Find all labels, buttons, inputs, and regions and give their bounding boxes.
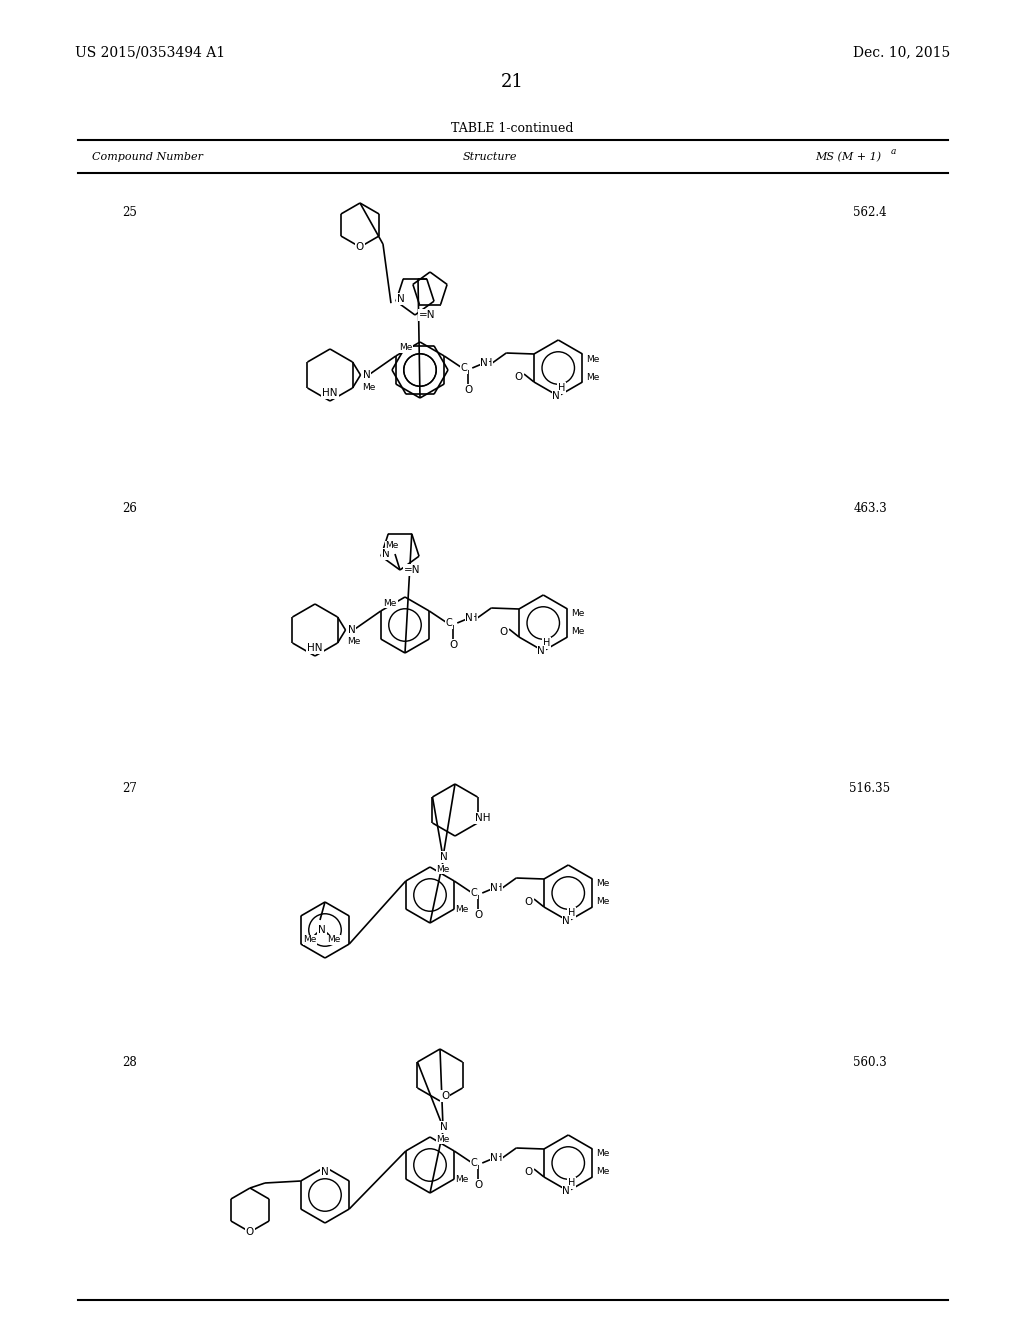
Text: 463.3: 463.3: [853, 502, 887, 515]
Text: Me: Me: [596, 1150, 609, 1159]
Text: HN: HN: [307, 643, 323, 653]
Text: MS (M + 1): MS (M + 1): [815, 152, 881, 162]
Text: O: O: [525, 898, 534, 907]
Text: O: O: [500, 627, 508, 638]
Text: N: N: [440, 1122, 447, 1133]
Text: N: N: [318, 925, 326, 935]
Text: NH: NH: [475, 813, 490, 822]
Text: H: H: [567, 1177, 574, 1188]
Text: O: O: [474, 1180, 482, 1191]
Text: Compound Number: Compound Number: [92, 152, 204, 162]
Text: 516.35: 516.35: [850, 781, 891, 795]
Text: O: O: [441, 1092, 450, 1101]
Text: N: N: [397, 294, 404, 304]
Text: H: H: [484, 358, 492, 368]
Text: C: C: [445, 618, 453, 628]
Text: Dec. 10, 2015: Dec. 10, 2015: [853, 45, 950, 59]
Text: O: O: [356, 242, 365, 252]
Text: O: O: [246, 1228, 254, 1237]
Text: C: C: [471, 888, 477, 898]
Text: Me: Me: [328, 936, 341, 945]
Text: O: O: [450, 640, 458, 649]
Text: N: N: [490, 883, 498, 894]
Text: Me: Me: [456, 904, 469, 913]
Text: 28: 28: [123, 1056, 137, 1069]
Text: HN: HN: [323, 388, 338, 399]
Text: TABLE 1-continued: TABLE 1-continued: [451, 121, 573, 135]
Text: Me: Me: [596, 879, 609, 888]
Text: H: H: [470, 612, 477, 623]
Text: Structure: Structure: [463, 152, 517, 162]
Text: Me: Me: [596, 1167, 609, 1176]
Text: C: C: [461, 363, 468, 374]
Text: N: N: [562, 916, 570, 927]
Text: Me: Me: [596, 898, 609, 907]
Text: Me: Me: [456, 1175, 469, 1184]
Text: a: a: [890, 148, 896, 157]
Text: H: H: [543, 638, 550, 648]
Text: N: N: [538, 645, 545, 656]
Text: Me: Me: [570, 627, 584, 636]
Text: N: N: [552, 391, 560, 401]
Text: 562.4: 562.4: [853, 206, 887, 219]
Text: 26: 26: [123, 502, 137, 515]
Text: N: N: [440, 851, 447, 862]
Text: Me: Me: [347, 638, 360, 647]
Text: Me: Me: [398, 343, 412, 352]
Text: =N: =N: [403, 565, 420, 576]
Text: N: N: [562, 1185, 570, 1196]
Text: H: H: [567, 908, 574, 917]
Text: N: N: [382, 549, 390, 560]
Text: 25: 25: [123, 206, 137, 219]
Text: H: H: [557, 383, 565, 393]
Text: N: N: [362, 370, 371, 380]
Text: Me: Me: [586, 355, 599, 363]
Text: N: N: [480, 358, 488, 368]
Text: 21: 21: [501, 73, 523, 91]
Text: N: N: [347, 624, 355, 635]
Text: H: H: [495, 883, 502, 894]
Text: Me: Me: [303, 936, 316, 945]
Text: 27: 27: [123, 781, 137, 795]
Text: Me: Me: [436, 865, 450, 874]
Text: O: O: [515, 372, 523, 381]
Text: N: N: [322, 1167, 329, 1177]
Text: Me: Me: [586, 372, 599, 381]
Text: O: O: [464, 385, 472, 395]
Text: Me: Me: [385, 541, 398, 550]
Text: N: N: [465, 612, 473, 623]
Text: 560.3: 560.3: [853, 1056, 887, 1069]
Text: N: N: [490, 1152, 498, 1163]
Text: Me: Me: [384, 598, 397, 607]
Text: =N: =N: [419, 310, 435, 319]
Text: C: C: [471, 1158, 477, 1168]
Text: Me: Me: [361, 383, 375, 392]
Text: O: O: [525, 1167, 534, 1177]
Text: US 2015/0353494 A1: US 2015/0353494 A1: [75, 45, 225, 59]
Text: H: H: [495, 1152, 502, 1163]
Text: Me: Me: [436, 1134, 450, 1143]
Text: Me: Me: [570, 610, 584, 619]
Text: O: O: [474, 909, 482, 920]
